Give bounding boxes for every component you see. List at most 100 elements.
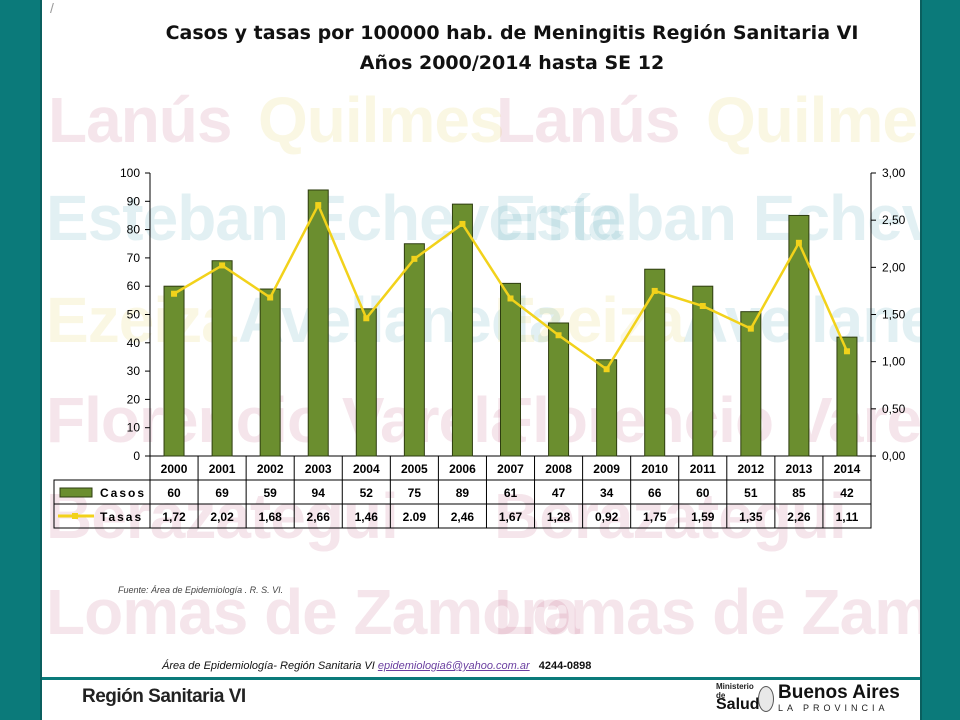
table-year-label: 2009: [593, 462, 620, 476]
watermark-berazategui-1: Berazategui: [46, 480, 399, 552]
table-year-label: 2013: [786, 462, 813, 476]
point-tasas-2009: [603, 366, 610, 373]
point-tasas-2006: [459, 220, 466, 227]
point-tasas-2013: [795, 239, 802, 246]
right-axis-tick-label: 2,00: [882, 260, 906, 274]
bar-casos-2001: [211, 260, 233, 457]
point-tasas-2008: [555, 332, 562, 339]
left-axis-tick-label: 60: [127, 279, 141, 293]
table-year-label: 2001: [209, 462, 236, 476]
table-casos-value: 89: [456, 486, 470, 500]
bar-casos-2009: [596, 359, 618, 457]
left-axis-tick-label: 90: [127, 194, 141, 208]
slide-marker: /: [50, 0, 54, 16]
table-tasas-value: 1,67: [499, 510, 523, 524]
table-casos-value: 61: [504, 486, 518, 500]
watermark-lomas-2: Lomas de Zamora: [494, 576, 920, 648]
left-axis-tick-label: 0: [133, 449, 140, 463]
table-tasas-value: 2,02: [210, 510, 234, 524]
watermark-lanus-2: Lanús: [496, 84, 680, 156]
table-casos-value: 60: [696, 486, 710, 500]
watermark-varela-1: Florencio Varela: [46, 384, 525, 456]
source-note: Fuente: Área de Epidemiología . R. S. VI…: [118, 585, 284, 595]
point-tasas-2014: [843, 348, 850, 355]
table-casos-value: 34: [600, 486, 614, 500]
table-casos-value: 52: [360, 486, 374, 500]
chart-title-line2: Años 2000/2014 hasta SE 12: [359, 52, 665, 74]
slide: Lanús Quilmes Lanús Quilmes Esteban Eche…: [42, 0, 920, 720]
footer-contact: Área de Epidemiología- Región Sanitaria …: [162, 660, 591, 672]
watermark-ezeiza-1: Ezeiza: [46, 284, 237, 356]
footer-phone: 4244-0898: [538, 660, 592, 672]
table-casos-value: 75: [408, 486, 422, 500]
table-tasas-value: 2.09: [403, 510, 427, 524]
table-casos-value: 47: [552, 486, 566, 500]
left-frame-line: [40, 0, 42, 720]
table-tasas-value: 1,75: [643, 510, 667, 524]
bottom-rule: [42, 677, 920, 680]
bar-casos-2005: [403, 243, 425, 457]
point-tasas-2007: [507, 295, 514, 302]
bar-casos-2013: [788, 214, 810, 457]
watermark-lanus-1: Lanús: [48, 84, 232, 156]
table-year-label: 2011: [690, 462, 716, 476]
bar-casos-2008: [548, 322, 570, 457]
right-axis-tick-label: 0,00: [882, 449, 906, 463]
bar-casos-2012: [740, 311, 762, 457]
table-tasas-value: 2,66: [307, 510, 331, 524]
logo-buenos-aires: Buenos Aires: [778, 682, 900, 703]
legend-casos-label: Casos: [100, 486, 146, 500]
table-year-label: 2000: [161, 462, 188, 476]
logo-la-provincia: LA PROVINCIA: [778, 703, 889, 713]
table-casos-value: 59: [263, 486, 277, 500]
table-year-label: 2014: [834, 462, 861, 476]
point-tasas-2010: [651, 287, 658, 294]
chart: 0 10 20 30 40 50 60 70 80 90 100 0,00 0,50 1,00 1,50 2,…: [53, 166, 906, 529]
watermark-berazategui-2: Berazategui: [494, 480, 847, 552]
left-axis-tick-label: 40: [127, 336, 141, 350]
table-year-label: 2005: [401, 462, 428, 476]
bar-casos-2007: [500, 282, 521, 457]
legend-tasas-marker: [72, 513, 78, 519]
legend-tasas-label: Tasas: [100, 510, 143, 524]
table-year-label: 2010: [641, 462, 668, 476]
watermark-quilmes-1: Quilmes: [258, 84, 505, 156]
brand-region-sanitaria: Región Sanitaria VI: [82, 686, 246, 707]
left-axis-tick-label: 100: [120, 166, 140, 180]
logo-ministry-line2: de: [716, 691, 726, 700]
right-frame-line: [920, 0, 922, 720]
table-tasas-value: 1,68: [258, 510, 282, 524]
bar-casos-2010: [644, 268, 666, 457]
left-axis-tick-label: 80: [127, 223, 141, 237]
right-axis-tick-label: 3,00: [882, 166, 906, 180]
left-axis-tick-label: 30: [127, 364, 141, 378]
province-emblem-icon: [758, 686, 774, 712]
left-axis-tick-label: 20: [127, 392, 141, 406]
table-casos-value: 42: [840, 486, 854, 500]
bar-casos-2011: [692, 285, 714, 457]
point-tasas-2012: [747, 325, 754, 332]
right-axis-tick-label: 0,50: [882, 402, 906, 416]
table-casos-value: 69: [215, 486, 229, 500]
table-year-label: 2012: [737, 462, 764, 476]
table-tasas-value: 1,59: [691, 510, 715, 524]
right-frame: [922, 0, 960, 720]
right-axis-tick-label: 1,00: [882, 355, 906, 369]
table-year-label: 2008: [545, 462, 572, 476]
table-casos-value: 85: [792, 486, 806, 500]
watermark-echeverria-1: Esteban Echeverría: [46, 182, 623, 254]
point-tasas-2005: [411, 255, 418, 262]
logo-salud: Salud: [716, 696, 760, 713]
bar-casos-2006: [451, 203, 473, 457]
table-year-label: 2003: [305, 462, 332, 476]
left-axis-tick-label: 70: [127, 251, 141, 265]
footer-email-link[interactable]: epidemiologia6@yahoo.com.ar: [377, 660, 530, 672]
table-casos-value: 51: [744, 486, 758, 500]
right-axis-tick-label: 2,50: [882, 213, 906, 227]
table-tasas-value: 1,28: [547, 510, 571, 524]
point-tasas-2004: [363, 315, 370, 322]
left-frame: [0, 0, 40, 720]
point-tasas-2003: [315, 202, 322, 209]
table-year-label: 2006: [449, 462, 476, 476]
watermark-lomas-1: Lomas de Zamora: [46, 576, 580, 648]
